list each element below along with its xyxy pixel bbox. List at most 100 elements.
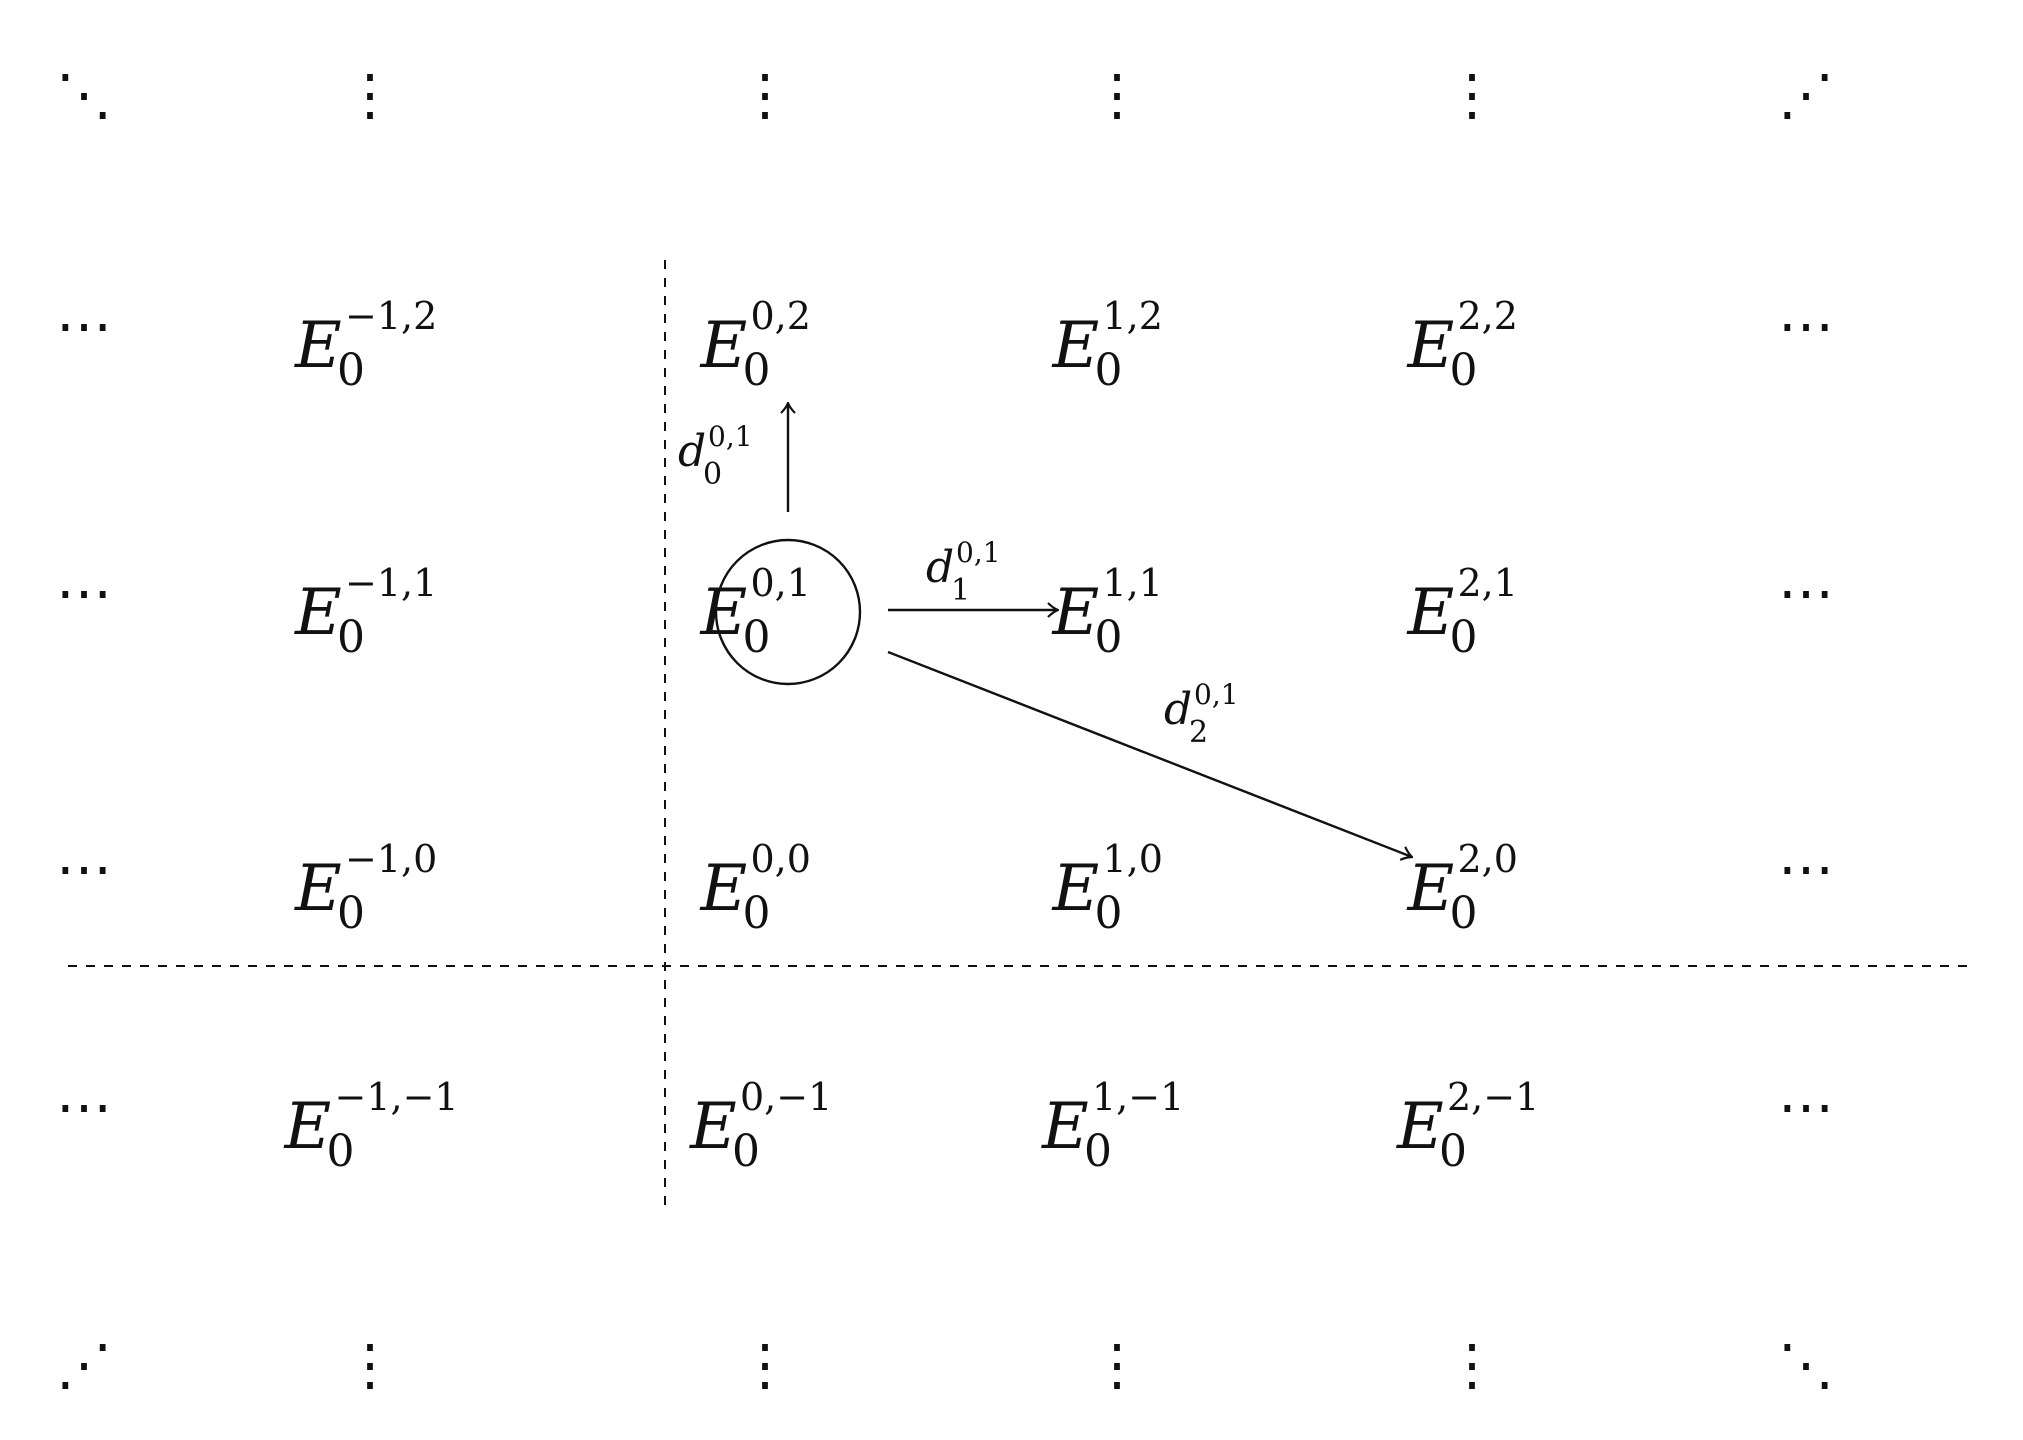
term-superscript: −1,2 <box>345 294 437 338</box>
ellipsis-corner-top-left: ⋱ <box>56 63 112 128</box>
term-superscript: −1,1 <box>345 561 437 605</box>
highlight-circle <box>714 538 862 686</box>
ellipsis-top-col-0: ⋮ <box>737 63 793 128</box>
term-superscript: 2,0 <box>1458 837 1518 881</box>
term-E0-2-1: E0 2,1 <box>1407 561 1518 663</box>
differential-arrow-d1: d1 0,1 <box>888 536 1058 610</box>
term-superscript: 0,−1 <box>740 1075 832 1119</box>
term-subscript: 0 <box>1450 888 1478 939</box>
term-superscript: 0,1 <box>751 561 811 605</box>
ellipsis-corner-bottom-left: ⋰ <box>56 1333 112 1398</box>
term-subscript: 0 <box>743 612 771 663</box>
term-superscript: −1,−1 <box>335 1075 459 1119</box>
term-subscript: 0 <box>1439 1126 1467 1177</box>
ellipsis-right-row-2: ⋯ <box>1778 294 1834 359</box>
term-subscript: 0 <box>337 345 365 396</box>
term-symbol: E <box>1407 852 1455 926</box>
ellipsis-right-row-0: ⋯ <box>1778 837 1834 902</box>
differential-label-d2: d2 0,1 <box>1164 678 1239 750</box>
term-E0--1-1: E0 −1,1 <box>294 561 437 663</box>
term-E0-2-0: E0 2,0 <box>1407 837 1518 939</box>
term-symbol: E <box>1407 576 1455 650</box>
ellipsis-top-col-2: ⋮ <box>1444 63 1500 128</box>
term-E0--1-2: E0 −1,2 <box>294 294 437 396</box>
term-superscript: −1,0 <box>345 837 437 881</box>
term-subscript: 0 <box>1084 1126 1112 1177</box>
ellipsis-left-row-0: ⋯ <box>56 837 112 902</box>
term-E0-2-2: E0 2,2 <box>1407 294 1518 396</box>
term-subscript: 0 <box>1095 345 1123 396</box>
term-symbol: E <box>689 1090 737 1164</box>
term-E0-0-2: E0 0,2 <box>700 294 811 396</box>
ellipsis-right-row-1: ⋯ <box>1778 561 1834 626</box>
term-superscript: 2,2 <box>1458 294 1518 338</box>
term-subscript: 0 <box>337 888 365 939</box>
term-subscript: 0 <box>743 888 771 939</box>
term-subscript: 0 <box>337 612 365 663</box>
term-superscript: 1,0 <box>1103 837 1163 881</box>
label-subscript: 0 <box>703 457 722 492</box>
ellipsis-left-row-1: ⋯ <box>56 561 112 626</box>
term-symbol: E <box>294 309 342 383</box>
label-subscript: 2 <box>1189 715 1208 750</box>
term-E0-0--1: E0 0,−1 <box>689 1075 832 1177</box>
ellipsis-bottom-col-2: ⋮ <box>1444 1333 1500 1398</box>
ellipsis-corner-top-right: ⋰ <box>1778 63 1834 128</box>
ellipsis-left-row-2: ⋯ <box>56 294 112 359</box>
term-E0--1--1: E0 −1,−1 <box>284 1075 459 1177</box>
term-symbol: E <box>1052 852 1100 926</box>
term-subscript: 0 <box>1095 612 1123 663</box>
term-E0-1-0: E0 1,0 <box>1052 837 1163 939</box>
differential-arrow-d2: d2 0,1 <box>887 650 1412 857</box>
ellipsis-top-col--1: ⋮ <box>342 63 398 128</box>
term-E0-0-1: E0 0,1 <box>700 538 862 686</box>
term-E0-1-2: E0 1,2 <box>1052 294 1163 396</box>
ellipsis-bottom-col-0: ⋮ <box>737 1333 793 1398</box>
term-subscript: 0 <box>327 1126 355 1177</box>
term-superscript: 0,0 <box>751 837 811 881</box>
arrow-line <box>887 650 1412 857</box>
term-symbol: E <box>284 1090 332 1164</box>
term-subscript: 0 <box>743 345 771 396</box>
term-superscript: 2,1 <box>1458 561 1518 605</box>
label-symbol: d <box>926 542 954 593</box>
term-superscript: 1,−1 <box>1092 1075 1184 1119</box>
label-symbol: d <box>1164 684 1192 735</box>
term-symbol: E <box>294 852 342 926</box>
ellipsis-corner-bottom-right: ⋱ <box>1778 1333 1834 1398</box>
ellipsis-right-row--1: ⋯ <box>1778 1075 1834 1140</box>
differential-label-d1: d1 0,1 <box>926 536 1001 608</box>
label-superscript: 0,1 <box>1194 678 1239 711</box>
term-superscript: 0,2 <box>751 294 811 338</box>
term-symbol: E <box>1396 1090 1444 1164</box>
term-subscript: 0 <box>1450 612 1478 663</box>
term-E0--1-0: E0 −1,0 <box>294 837 437 939</box>
term-subscript: 0 <box>732 1126 760 1177</box>
term-superscript: 2,−1 <box>1447 1075 1539 1119</box>
term-symbol: E <box>700 852 748 926</box>
ellipsis-top-col-1: ⋮ <box>1089 63 1145 128</box>
term-symbol: E <box>1052 309 1100 383</box>
term-symbol: E <box>700 576 748 650</box>
term-symbol: E <box>1041 1090 1089 1164</box>
label-symbol: d <box>678 426 706 477</box>
term-superscript: 1,1 <box>1103 561 1163 605</box>
label-superscript: 0,1 <box>956 536 1001 569</box>
ellipsis-bottom-col--1: ⋮ <box>342 1333 398 1398</box>
term-symbol: E <box>1407 309 1455 383</box>
term-subscript: 0 <box>1450 345 1478 396</box>
ellipsis-left-row--1: ⋯ <box>56 1075 112 1140</box>
differential-arrow-d0: d0 0,1 <box>678 403 788 512</box>
label-subscript: 1 <box>951 573 970 608</box>
term-symbol: E <box>700 309 748 383</box>
ellipsis-bottom-col-1: ⋮ <box>1089 1333 1145 1398</box>
term-subscript: 0 <box>1095 888 1123 939</box>
label-superscript: 0,1 <box>708 420 753 453</box>
term-superscript: 1,2 <box>1103 294 1163 338</box>
differential-label-d0: d0 0,1 <box>678 420 753 492</box>
term-E0-1-1: E0 1,1 <box>1052 561 1163 663</box>
term-symbol: E <box>1052 576 1100 650</box>
term-E0-0-0: E0 0,0 <box>700 837 811 939</box>
term-symbol: E <box>294 576 342 650</box>
